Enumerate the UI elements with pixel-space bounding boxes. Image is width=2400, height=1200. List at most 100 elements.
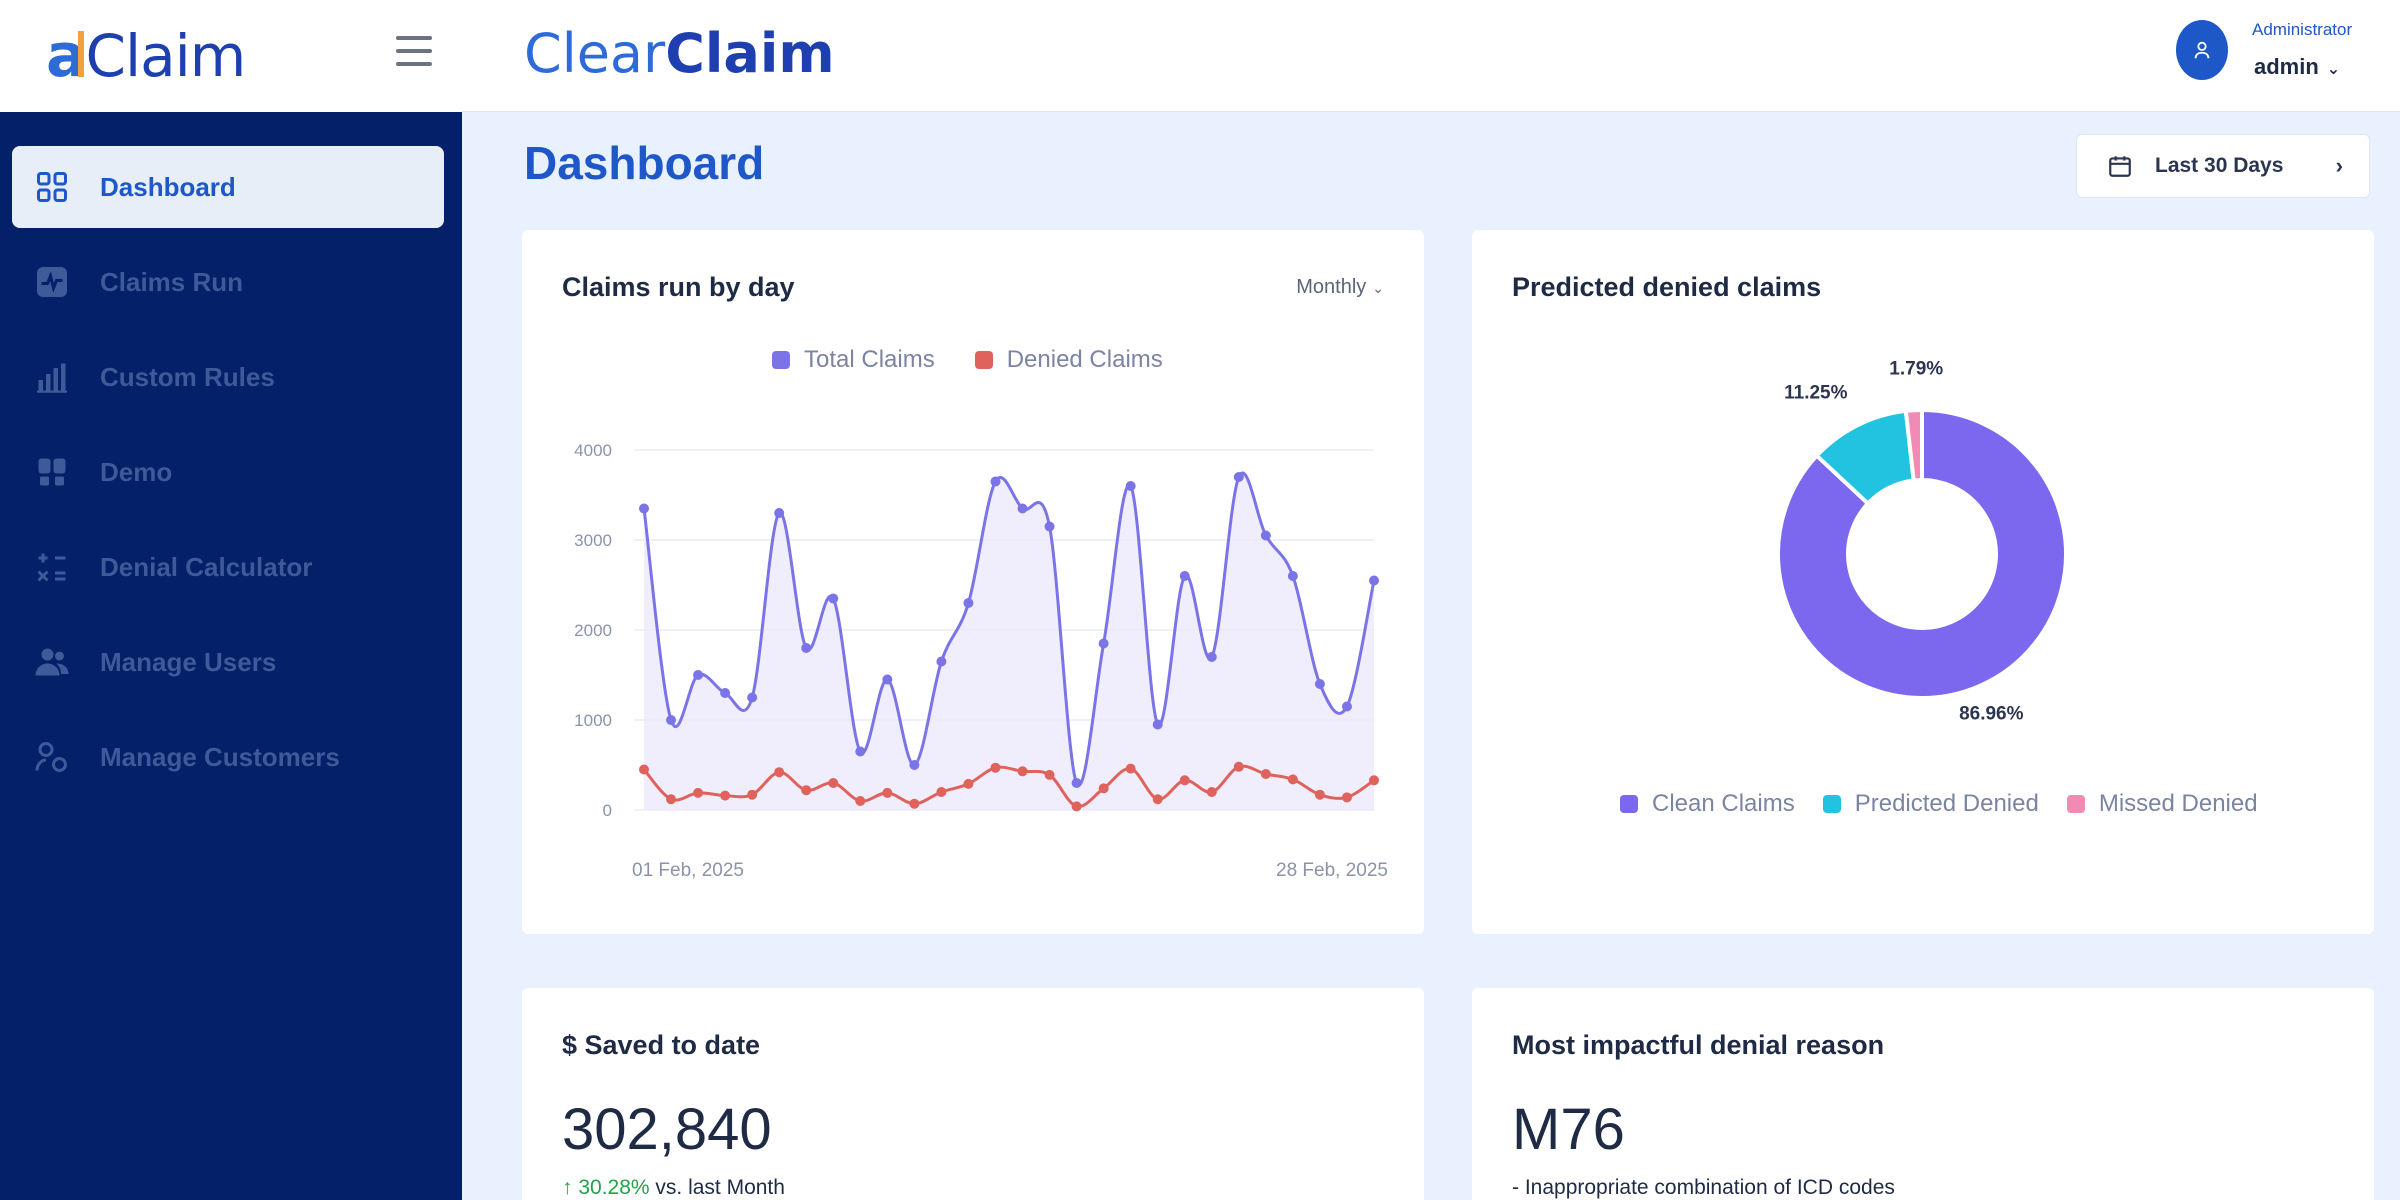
user-avatar-icon[interactable] bbox=[2176, 20, 2228, 80]
point-denied-claims bbox=[720, 790, 731, 801]
sidebar-item-denial-calculator[interactable]: Denial Calculator bbox=[12, 526, 444, 608]
customers-icon bbox=[32, 737, 72, 777]
point-total-claims bbox=[1233, 472, 1244, 482]
data-label: 86.96% bbox=[1959, 704, 2024, 725]
point-denied-claims bbox=[774, 767, 785, 778]
point-total-claims bbox=[990, 476, 1001, 487]
sidebar-item-label: Manage Users bbox=[100, 646, 277, 677]
legend-swatch bbox=[1620, 795, 1638, 813]
point-denied-claims bbox=[936, 787, 947, 797]
point-denied-claims bbox=[1233, 761, 1244, 772]
series-line-denied-claims bbox=[642, 764, 1375, 809]
legend-item-predicted[interactable]: Predicted Denied bbox=[1822, 790, 2039, 818]
claims-line-chart: 0 1000 2000 3000 4000 01 Feb, 2025 28 Feb, 202… bbox=[574, 441, 1388, 881]
point-total-claims bbox=[1314, 679, 1325, 689]
legend-swatch bbox=[1822, 795, 1841, 813]
point-total-claims bbox=[963, 598, 974, 608]
point-total-claims bbox=[1341, 701, 1352, 712]
point-total-claims bbox=[747, 692, 758, 703]
app-logo[interactable]: a Claim bbox=[46, 18, 246, 94]
menu-toggle-icon[interactable] bbox=[396, 36, 432, 66]
data-label: 11.25% bbox=[1784, 383, 1847, 404]
sidebar-item-label: Demo bbox=[100, 456, 173, 487]
point-denied-claims bbox=[1287, 774, 1298, 785]
legend-label: Missed Denied bbox=[2098, 790, 2258, 817]
saved-to-date-card: $ Saved to date 302,840 ↑ 30.28% vs. las… bbox=[522, 988, 1424, 1200]
claims-run-card: Claims run by day Monthly ⌄ Total Claims … bbox=[522, 230, 1424, 934]
sidebar-item-label: Manage Customers bbox=[100, 741, 340, 772]
point-total-claims bbox=[1125, 481, 1136, 491]
point-total-claims bbox=[774, 508, 785, 518]
point-denied-claims bbox=[882, 787, 893, 798]
point-denied-claims bbox=[693, 787, 704, 798]
y-tick-label: 1000 bbox=[574, 711, 612, 730]
claims-legend: Total Claims Denied Claims bbox=[772, 346, 1203, 374]
card-title: Most impactful denial reason bbox=[1512, 1030, 1885, 1060]
sidebar-item-label: Dashboard bbox=[100, 171, 236, 202]
point-denied-claims bbox=[1098, 783, 1109, 794]
point-total-claims bbox=[1179, 571, 1190, 581]
date-range-button[interactable]: Last 30 Days › bbox=[2076, 134, 2370, 198]
chevron-right-icon: › bbox=[2335, 153, 2343, 178]
legend-label: Clean Claims bbox=[1652, 790, 1795, 817]
legend-label: Predicted Denied bbox=[1854, 790, 2039, 817]
sidebar-item-claims-run[interactable]: Claims Run bbox=[12, 241, 444, 323]
sidebar-item-dashboard[interactable]: Dashboard bbox=[12, 146, 444, 228]
sidebar-item-manage-customers[interactable]: Manage Customers bbox=[12, 716, 444, 798]
point-denied-claims bbox=[747, 789, 758, 800]
point-total-claims bbox=[1071, 778, 1082, 788]
user-menu[interactable]: admin ⌄ bbox=[2254, 54, 2340, 80]
point-total-claims bbox=[936, 656, 947, 667]
page-title: Dashboard bbox=[524, 137, 765, 189]
point-total-claims bbox=[693, 670, 704, 680]
point-total-claims bbox=[828, 593, 839, 604]
period-select-value: Monthly bbox=[1296, 276, 1367, 298]
x-tick-label-end: 28 Feb, 2025 bbox=[1276, 860, 1388, 881]
logo-accent-bar bbox=[77, 31, 84, 77]
point-denied-claims bbox=[909, 798, 920, 809]
slice-missed-denied bbox=[1903, 407, 1924, 483]
point-denied-claims bbox=[963, 778, 974, 789]
sidebar-item-manage-users[interactable]: Manage Users bbox=[12, 621, 444, 703]
legend-item-denied[interactable]: Denied Claims bbox=[974, 346, 1163, 374]
point-total-claims bbox=[1017, 503, 1028, 514]
point-denied-claims bbox=[1125, 763, 1136, 774]
sidebar-item-custom-rules[interactable]: Custom Rules bbox=[12, 336, 444, 418]
card-title: $ Saved to date bbox=[562, 1030, 761, 1060]
point-denied-claims bbox=[1017, 766, 1028, 777]
point-denied-claims bbox=[828, 778, 839, 788]
y-tick-label: 0 bbox=[603, 801, 612, 820]
x-tick-label-start: 01 Feb, 2025 bbox=[632, 860, 744, 881]
chevron-down-icon: ⌄ bbox=[1372, 280, 1384, 296]
point-total-claims bbox=[1287, 571, 1298, 581]
point-total-claims bbox=[1369, 575, 1379, 586]
grid-icon bbox=[32, 167, 72, 207]
denied-donut-chart: 86.96% 11.25% 1.79% bbox=[1776, 358, 2068, 725]
point-denied-claims bbox=[1071, 801, 1082, 812]
user-role: Administrator bbox=[2252, 20, 2353, 39]
legend-swatch bbox=[772, 351, 790, 369]
legend-item-missed[interactable]: Missed Denied bbox=[2066, 790, 2258, 818]
point-denied-claims bbox=[1314, 789, 1325, 800]
activity-icon bbox=[32, 262, 72, 302]
point-denied-claims bbox=[639, 764, 649, 775]
demo-icon bbox=[32, 452, 72, 492]
legend-swatch bbox=[2066, 795, 2085, 813]
change-suffix: vs. last Month bbox=[649, 1176, 785, 1199]
period-select[interactable]: Monthly ⌄ bbox=[1296, 276, 1384, 299]
point-total-claims bbox=[639, 503, 649, 514]
legend-label: Denied Claims bbox=[1006, 346, 1163, 373]
legend-item-total[interactable]: Total Claims bbox=[772, 346, 935, 374]
user-name: admin bbox=[2254, 54, 2319, 79]
point-denied-claims bbox=[1179, 775, 1190, 786]
point-denied-claims bbox=[1341, 792, 1352, 803]
users-icon bbox=[32, 642, 72, 682]
denial-reason-code: M76 bbox=[1512, 1097, 1625, 1162]
point-denied-claims bbox=[990, 762, 1001, 773]
legend-item-clean[interactable]: Clean Claims bbox=[1620, 790, 1795, 818]
point-denied-claims bbox=[801, 785, 812, 796]
sidebar-item-demo[interactable]: Demo bbox=[12, 431, 444, 513]
sidebar-item-label: Denial Calculator bbox=[100, 551, 313, 582]
point-denied-claims bbox=[666, 794, 677, 805]
brand-part-1: Clear bbox=[524, 22, 666, 85]
